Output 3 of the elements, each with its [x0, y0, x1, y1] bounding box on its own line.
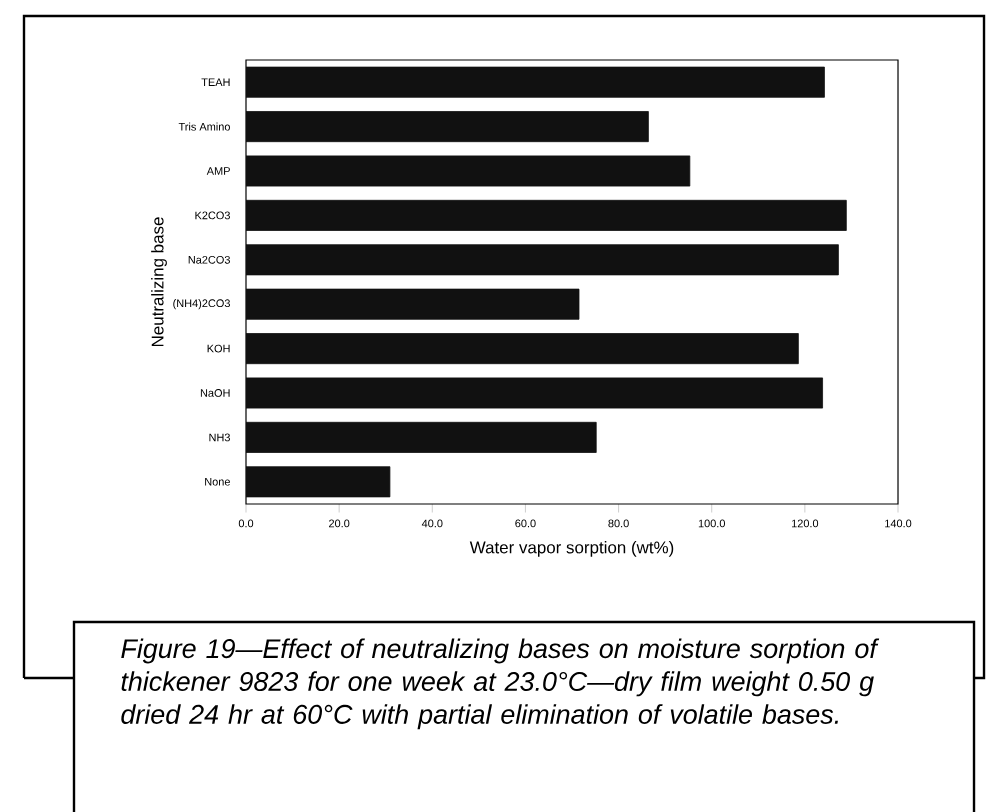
text: Figure 19—Effect of neutralizing bases on moisture sorption of thickener 9823 for one week at 23.0°C—dry film weight 0.50 g dried 24 hr at 60°C with partial elimination of volatile bases.: [121, 638, 880, 730]
x-axis-title: Water vapor sorption (wt%): [469, 540, 674, 557]
y-axis-title: Neutralizing base: [151, 217, 167, 347]
